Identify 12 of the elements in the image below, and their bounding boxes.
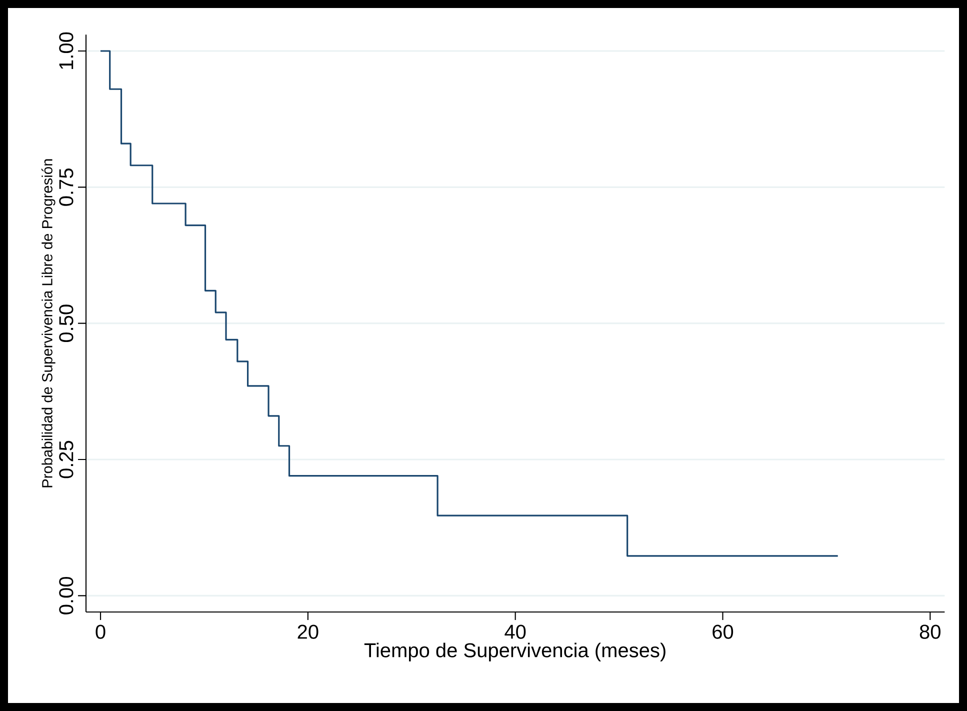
y-tick-label: 0.25 bbox=[59, 440, 74, 478]
y-tick-label: 0.75 bbox=[59, 168, 74, 206]
x-axis-title: Tiempo de Supervivencia (meses) bbox=[364, 642, 666, 662]
x-tick-label: 40 bbox=[504, 624, 526, 639]
x-tick-label: 80 bbox=[920, 624, 940, 639]
x-tick-label: 60 bbox=[712, 624, 734, 639]
y-tick-label: 0.50 bbox=[59, 304, 74, 342]
x-tick-label: 20 bbox=[298, 624, 318, 639]
x-tick-label: 0 bbox=[96, 624, 106, 639]
y-tick-label: 1.00 bbox=[59, 32, 74, 69]
y-axis-title: Probabilidad de Supervivencia Libre de Progresión bbox=[41, 159, 56, 488]
y-tick-label: 0.00 bbox=[59, 576, 74, 614]
